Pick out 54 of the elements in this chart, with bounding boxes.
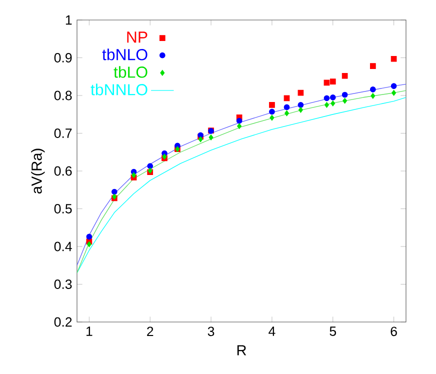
point xyxy=(198,136,203,142)
point xyxy=(298,102,304,108)
point xyxy=(342,72,348,79)
point xyxy=(237,123,242,129)
point xyxy=(370,63,376,69)
y-tick-label: 0.3 xyxy=(54,280,72,289)
legend-label: NP xyxy=(127,32,148,43)
point xyxy=(284,104,290,110)
x-tick-label: 1 xyxy=(86,326,92,336)
point xyxy=(324,80,330,86)
point xyxy=(132,172,136,178)
point xyxy=(390,83,397,89)
point xyxy=(86,234,92,240)
point xyxy=(269,102,275,108)
point xyxy=(298,90,304,96)
point xyxy=(330,94,336,100)
point xyxy=(330,78,336,84)
y-tick-label: 0.4 xyxy=(54,242,72,252)
point xyxy=(284,95,290,102)
point xyxy=(208,134,214,140)
x-tick-label: 3 xyxy=(208,326,214,336)
point xyxy=(236,118,242,124)
point xyxy=(269,108,275,115)
legend-label: tbNNLO xyxy=(90,84,148,96)
point xyxy=(111,188,118,195)
point xyxy=(392,90,396,96)
point xyxy=(86,241,92,248)
point xyxy=(298,106,303,113)
y-tick-label: 0.9 xyxy=(54,53,72,62)
x-axis-title: R xyxy=(237,345,246,356)
y-tick-label: 0.6 xyxy=(54,166,72,176)
legend-label: tbLO xyxy=(114,66,148,78)
point xyxy=(147,163,154,170)
x-tick-label: 4 xyxy=(268,326,276,336)
point xyxy=(284,110,290,116)
x-tick-label: 5 xyxy=(330,326,336,336)
point xyxy=(390,56,397,62)
point xyxy=(370,92,376,99)
y-tick-label: 0.2 xyxy=(54,317,72,327)
point xyxy=(342,92,348,98)
point xyxy=(330,100,336,106)
legend-label: tbNLO xyxy=(102,48,148,60)
x-tick-label: 6 xyxy=(390,326,397,336)
y-tick-label: 1 xyxy=(66,15,72,25)
x-tick-label: 2 xyxy=(147,326,154,336)
point xyxy=(270,114,274,121)
y-tick-label: 0.8 xyxy=(54,90,72,100)
point xyxy=(370,86,376,92)
y-tick-label: 0.5 xyxy=(54,204,72,214)
point xyxy=(324,102,329,108)
y-tick-label: 0.7 xyxy=(54,128,72,138)
y-axis-title: aV(Ra) xyxy=(31,148,45,194)
point xyxy=(324,95,330,102)
point xyxy=(342,98,348,104)
